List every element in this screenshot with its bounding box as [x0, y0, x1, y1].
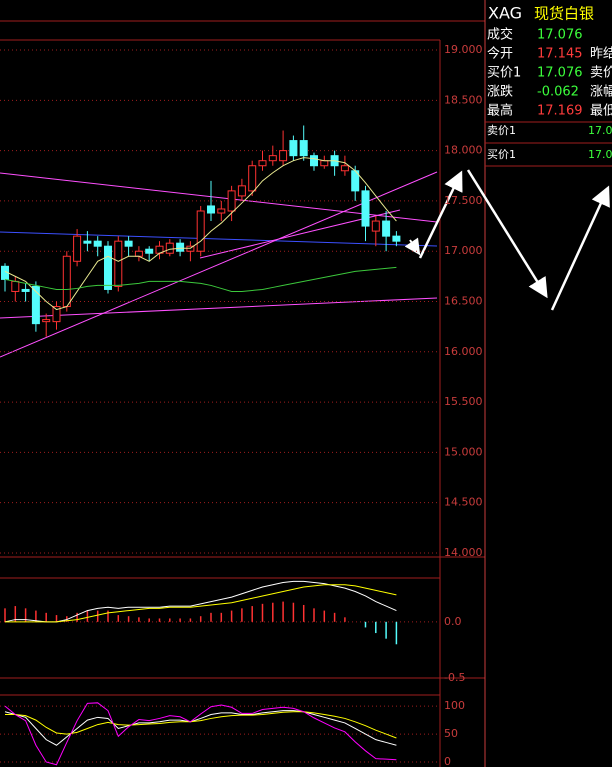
candle-body	[104, 245, 112, 290]
quote-value: -0.062	[537, 85, 579, 100]
y-tick-label: 15.000	[444, 445, 483, 458]
quote-label: 最低	[590, 104, 612, 119]
quote-label: 今开	[487, 46, 513, 62]
indicator-line	[5, 584, 397, 623]
candle-body	[93, 240, 102, 247]
arrows	[404, 169, 610, 311]
quote-label: 成交	[487, 27, 513, 43]
indicator-line	[4, 580, 397, 623]
y-tick-label: 17.000	[444, 244, 483, 257]
candle-body	[52, 306, 61, 323]
ask-label: 卖价1	[487, 124, 516, 137]
candle-body	[289, 140, 298, 157]
indicator-line	[5, 711, 397, 739]
y-tick-label: 18.500	[444, 93, 483, 106]
arrow	[418, 170, 463, 259]
name: 现货白银	[534, 5, 594, 23]
candle-body	[196, 210, 205, 252]
bid-label: 买价1	[487, 148, 516, 161]
y-tick-label: 17.500	[444, 194, 483, 207]
y-tick-label: 14.000	[444, 546, 483, 559]
quote-value: 17.076	[537, 28, 583, 43]
candle-body	[114, 240, 123, 287]
quote-label: 涨幅	[590, 85, 612, 100]
candle-body	[145, 248, 154, 254]
candle-body	[42, 319, 51, 323]
candle-body	[134, 250, 143, 257]
candle-body	[320, 160, 329, 167]
y-tick-label: -0.5	[444, 671, 465, 684]
candle-body	[83, 240, 92, 244]
arrow	[404, 237, 421, 256]
candle-body	[310, 155, 318, 167]
y-tick-label: 16.500	[444, 295, 483, 308]
quote-label: 买价1	[487, 66, 521, 81]
candle-body	[176, 242, 185, 252]
candle-body	[124, 240, 133, 247]
quote-label: 卖价	[590, 66, 612, 81]
candle-body	[217, 208, 226, 214]
y-tick-label: 0.0	[444, 615, 462, 628]
quote-value: 17.076	[537, 66, 583, 81]
indicator-line	[4, 702, 397, 766]
y-tick-label: 18.000	[444, 144, 483, 157]
y-tick-label: 0	[444, 755, 451, 767]
y-tick-label: 19.000	[444, 43, 483, 56]
candle-body	[73, 235, 82, 262]
candle-body	[248, 165, 257, 192]
trend-line	[0, 231, 438, 247]
candle-body	[31, 285, 40, 325]
ask-value: 17.0	[588, 124, 612, 137]
y-tick-label: 14.500	[444, 496, 483, 509]
y-tick-label: 15.500	[444, 395, 483, 408]
indicator-line	[4, 266, 397, 292]
candle-body	[207, 205, 215, 214]
candle-body	[237, 185, 246, 197]
candle-body	[361, 190, 370, 227]
candle-body	[382, 220, 391, 237]
candle-body	[21, 288, 30, 292]
candle-body	[279, 150, 288, 162]
candle-body	[258, 160, 267, 167]
candle-body	[340, 165, 349, 172]
quote-label: 涨跌	[487, 84, 513, 100]
code: XAG	[488, 4, 522, 23]
arrow	[550, 185, 610, 311]
candle-body	[227, 190, 236, 212]
trend-line	[0, 172, 438, 223]
candle-body	[11, 280, 20, 292]
indicator-line	[4, 710, 397, 746]
quote-label: 昨结	[590, 47, 612, 62]
candle-body	[165, 242, 174, 254]
candle-body	[299, 140, 308, 157]
candle-body	[62, 255, 71, 308]
quote-label: 最高	[487, 103, 513, 119]
bid-value: 17.0	[588, 148, 612, 161]
candle-body	[186, 245, 195, 252]
y-tick-label: 100	[444, 699, 465, 712]
arrow	[466, 169, 548, 299]
quote-value: 17.169	[537, 104, 583, 119]
y-tick-label: 16.000	[444, 345, 483, 358]
indicator-line	[4, 157, 397, 311]
candle-body	[392, 235, 401, 242]
candle-body	[371, 220, 380, 232]
quote-value: 17.145	[537, 47, 583, 62]
y-tick-label: 50	[444, 727, 458, 740]
candle-body	[268, 155, 277, 162]
